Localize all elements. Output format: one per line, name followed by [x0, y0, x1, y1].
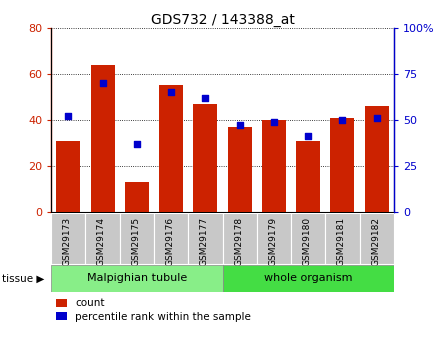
Text: GSM29179: GSM29179 [268, 217, 277, 266]
Bar [257, 213, 291, 264]
Bar [291, 213, 325, 264]
Bar [154, 213, 188, 264]
Bar [51, 265, 223, 292]
Bar [262, 120, 286, 212]
Bar [85, 213, 120, 264]
Legend: count, percentile rank within the sample: count, percentile rank within the sample [57, 298, 251, 322]
Bar [51, 213, 85, 264]
Text: GSM29175: GSM29175 [131, 217, 140, 266]
Point [65, 114, 72, 119]
Bar [325, 213, 360, 264]
Bar [222, 265, 394, 292]
Bar [159, 85, 183, 212]
Bar [91, 65, 114, 212]
Point [339, 117, 346, 122]
Bar [57, 141, 80, 212]
Point [99, 80, 106, 86]
Text: Malpighian tubule: Malpighian tubule [87, 273, 187, 283]
Point [373, 115, 380, 121]
Point [168, 89, 175, 95]
Text: GSM29181: GSM29181 [337, 217, 346, 266]
Text: GSM29173: GSM29173 [63, 217, 72, 266]
Text: tissue ▶: tissue ▶ [2, 274, 44, 284]
Text: GSM29176: GSM29176 [166, 217, 174, 266]
Point [271, 119, 278, 125]
Bar [120, 213, 154, 264]
Bar [360, 213, 394, 264]
Point [134, 141, 141, 147]
Title: GDS732 / 143388_at: GDS732 / 143388_at [150, 12, 295, 27]
Bar [365, 106, 388, 212]
Text: GSM29182: GSM29182 [371, 217, 380, 266]
Bar [188, 213, 222, 264]
Text: whole organism: whole organism [264, 273, 352, 283]
Bar [125, 182, 149, 212]
Point [202, 95, 209, 100]
Point [236, 123, 243, 128]
Text: GSM29174: GSM29174 [97, 217, 106, 266]
Bar [331, 118, 354, 212]
Text: GSM29178: GSM29178 [234, 217, 243, 266]
Text: GSM29177: GSM29177 [200, 217, 209, 266]
Point [305, 134, 312, 139]
Bar [194, 104, 217, 212]
Bar [222, 213, 257, 264]
Bar [296, 141, 320, 212]
Text: GSM29180: GSM29180 [303, 217, 312, 266]
Bar [228, 127, 251, 212]
